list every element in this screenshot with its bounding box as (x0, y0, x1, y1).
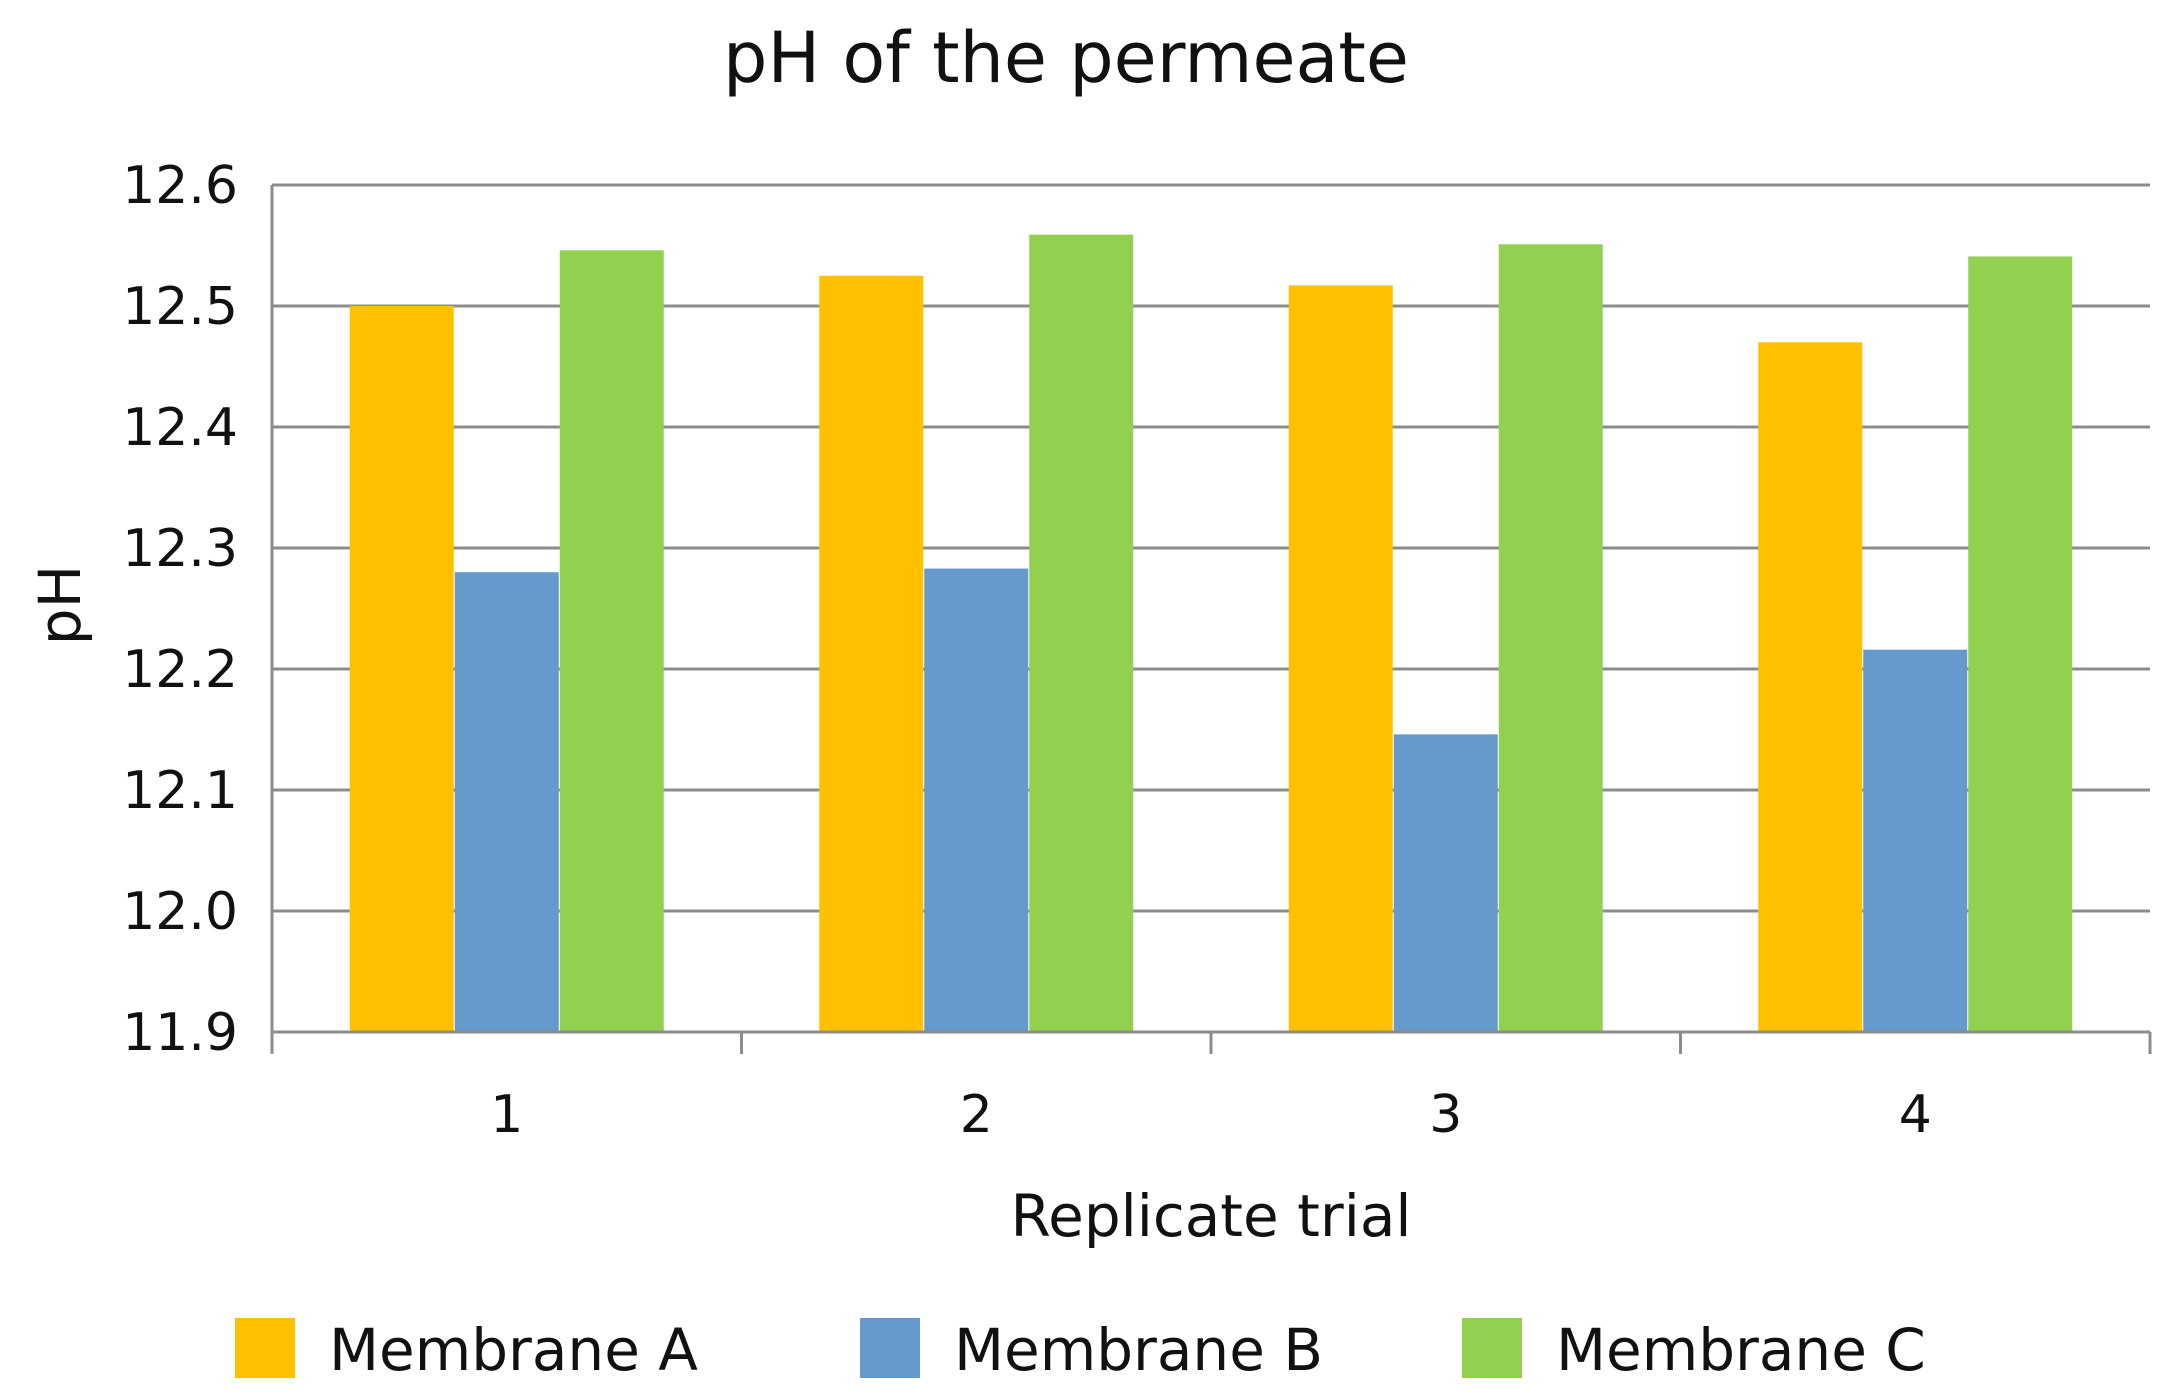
legend-label: Membrane A (329, 1316, 698, 1384)
legend-swatch (235, 1318, 295, 1378)
bar-membrane-c-trial-2 (1029, 234, 1134, 1033)
legend-label: Membrane C (1556, 1316, 1926, 1384)
chart-title: pH of the permeate (723, 17, 1409, 99)
y-tick-label: 12.3 (122, 519, 238, 579)
bar-membrane-c-trial-1 (559, 250, 664, 1033)
x-tick-label: 1 (490, 1085, 523, 1145)
x-tick-label: 3 (1429, 1085, 1462, 1145)
bars (349, 234, 2073, 1033)
y-tick-label: 12.6 (122, 156, 238, 216)
bar-membrane-c-trial-4 (1968, 256, 2073, 1032)
y-tick-label: 12.4 (122, 398, 238, 458)
y-tick-label: 12.1 (122, 761, 238, 821)
x-tick-label: 2 (960, 1085, 993, 1145)
legend: Membrane A Membrane B Membrane C (235, 1316, 1926, 1384)
bar-membrane-a-trial-3 (1288, 285, 1393, 1032)
bar-membrane-b-trial-4 (1863, 649, 1968, 1032)
bar-membrane-c-trial-3 (1498, 244, 1603, 1033)
y-tick-label: 11.9 (122, 1003, 238, 1063)
bar-membrane-a-trial-2 (819, 275, 924, 1032)
y-axis-title: pH (26, 565, 94, 645)
x-axis-title: Replicate trial (1010, 1182, 1411, 1250)
y-tick-label: 12.0 (122, 882, 238, 942)
x-tick-label: 4 (1899, 1085, 1932, 1145)
y-tick-label: 12.5 (122, 277, 238, 337)
bar-membrane-b-trial-3 (1393, 734, 1498, 1032)
x-tick-labels: 1 2 3 4 (490, 1085, 1932, 1145)
axes (270, 185, 2152, 1054)
y-tick-labels: 11.9 12.0 12.1 12.2 12.3 12.4 12.5 12.6 (122, 156, 238, 1063)
legend-label: Membrane B (954, 1316, 1323, 1384)
bar-membrane-a-trial-4 (1758, 342, 1863, 1032)
bar-membrane-b-trial-1 (454, 572, 559, 1032)
legend-swatch (1462, 1318, 1522, 1378)
bar-membrane-b-trial-2 (924, 568, 1029, 1032)
y-tick-label: 12.2 (122, 640, 238, 700)
legend-swatch (860, 1318, 920, 1378)
bar-membrane-a-trial-1 (349, 306, 454, 1032)
